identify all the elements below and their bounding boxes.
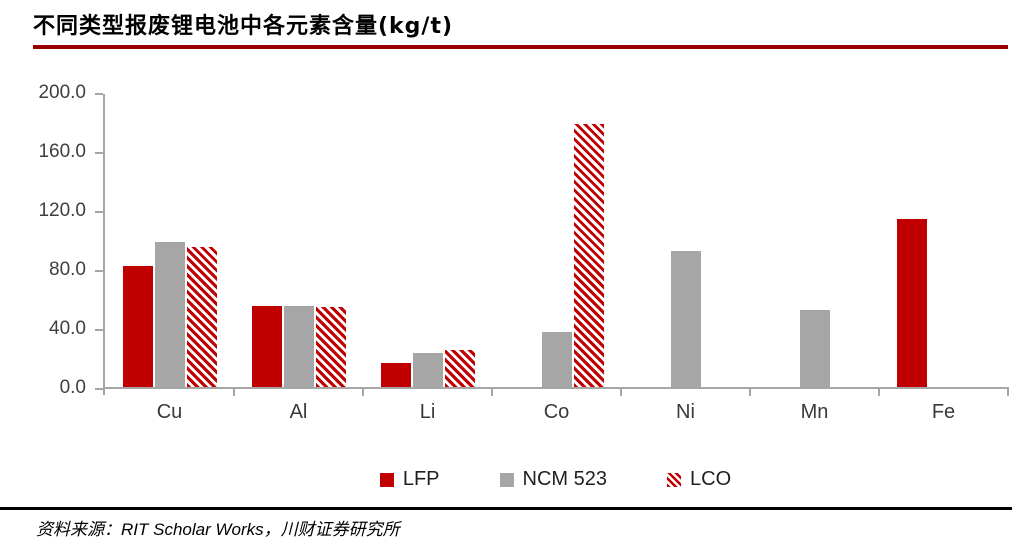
bar-group-al: Al xyxy=(234,94,364,423)
y-axis-tick-label: 40.0 xyxy=(49,318,86,339)
legend-label-lco: LCO xyxy=(690,468,732,490)
bar-group-ni: Ni xyxy=(621,94,751,423)
title-underline xyxy=(33,45,1008,49)
y-axis-tick xyxy=(95,93,103,95)
legend-marker-lco xyxy=(667,472,682,487)
bar-lfp-fe xyxy=(896,218,927,387)
x-axis-label-fe: Fe xyxy=(931,401,956,423)
bar-ncm-523-li xyxy=(412,353,443,387)
x-axis-tick xyxy=(233,387,235,396)
legend-item-ncm-523: NCM 523 xyxy=(499,468,608,491)
x-axis-tick xyxy=(362,387,364,396)
y-axis-tick-label: 200.0 xyxy=(38,82,86,103)
y-axis-tick xyxy=(95,329,103,331)
legend-marker-lfp xyxy=(379,472,394,487)
footer-divider xyxy=(0,507,1012,510)
legend-label-ncm-523: NCM 523 xyxy=(522,468,608,490)
y-axis-tick xyxy=(95,270,103,272)
y-axis-tick-label: 120.0 xyxy=(38,200,86,221)
y-axis-tick xyxy=(95,388,103,390)
bar-ncm-523-co xyxy=(541,332,572,387)
legend: LFP NCM 523 LCO xyxy=(103,468,1008,491)
legend-item-lco: LCO xyxy=(667,468,731,491)
bar-group-fe: Fe xyxy=(879,94,1009,423)
y-axis-tick-label: 80.0 xyxy=(49,259,86,280)
y-axis-tick-label: 0.0 xyxy=(59,377,86,398)
bar-ncm-523-cu xyxy=(154,242,185,387)
x-axis-label-cu: Cu xyxy=(156,401,183,423)
source-note: 资料来源：RIT Scholar Works，川财证券研究所 xyxy=(36,520,400,539)
bar-lco-al xyxy=(315,307,346,387)
bar-ncm-523-mn xyxy=(799,310,830,387)
bar-lco-cu xyxy=(186,246,217,387)
x-axis-label-li: Li xyxy=(419,401,436,423)
bar-lco-li xyxy=(444,350,475,387)
x-axis-tick xyxy=(749,387,751,396)
legend-item-lfp: LFP xyxy=(379,468,440,491)
bar-ncm-523-al xyxy=(283,305,314,387)
x-axis-label-ni: Ni xyxy=(676,401,695,423)
bar-group-co: Co xyxy=(492,94,622,423)
legend-label-lfp: LFP xyxy=(402,468,440,490)
x-axis-tick xyxy=(491,387,493,396)
bar-lco-co xyxy=(573,124,604,387)
chart-title: 不同类型报废锂电池中各元素含量(kg/t) xyxy=(33,14,454,39)
bar-lfp-li xyxy=(380,363,411,387)
x-axis-label-co: Co xyxy=(543,401,570,423)
bar-group-mn: Mn xyxy=(750,94,880,423)
x-axis-tick xyxy=(620,387,622,396)
y-axis-tick-label: 160.0 xyxy=(38,141,86,162)
y-axis-tick xyxy=(95,152,103,154)
bar-ncm-523-ni xyxy=(670,251,701,387)
x-axis-tick xyxy=(878,387,880,396)
legend-marker-ncm-523 xyxy=(499,472,514,487)
chart: Cu Al Li Co Ni Mn Fe 0.0 40.0 80.0 120.0 160.0 200.… xyxy=(0,60,1012,450)
bar-group-cu: Cu xyxy=(105,94,235,423)
x-axis-label-mn: Mn xyxy=(800,401,829,423)
x-axis-tick xyxy=(1007,387,1009,396)
bar-lfp-cu xyxy=(122,266,153,387)
bar-group-li: Li xyxy=(363,94,493,423)
x-axis-label-al: Al xyxy=(289,401,308,423)
y-axis-tick xyxy=(95,211,103,213)
bar-lfp-al xyxy=(251,305,282,387)
plot-area: Cu Al Li Co Ni Mn Fe xyxy=(103,94,1009,423)
